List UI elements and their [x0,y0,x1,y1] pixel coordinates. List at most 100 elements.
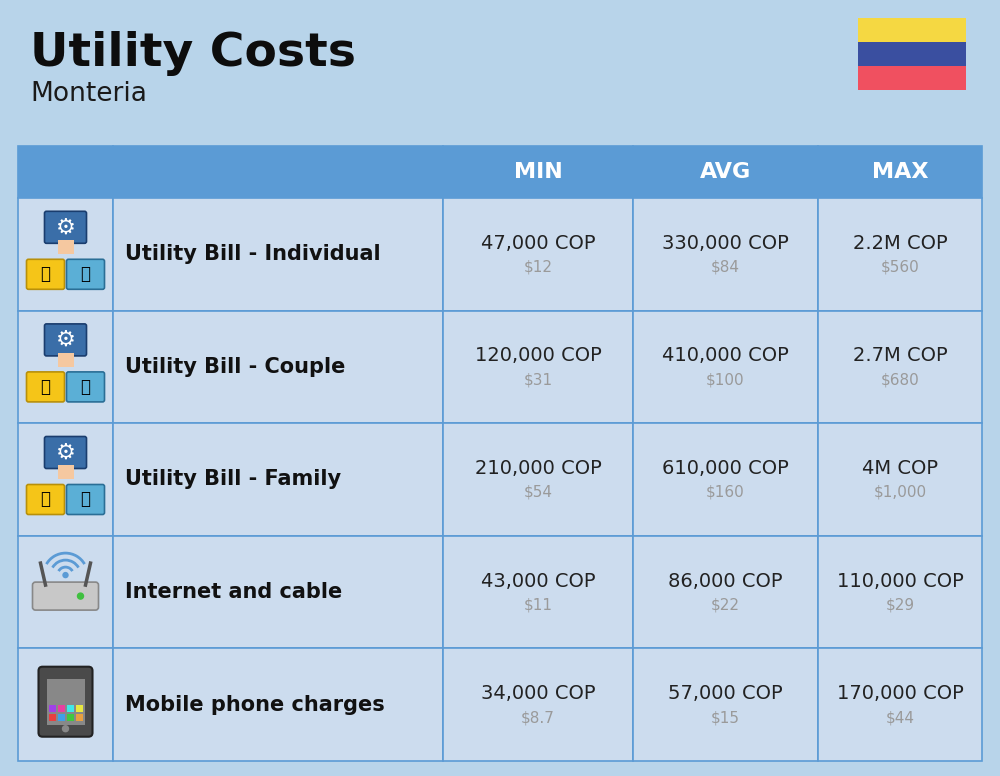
Bar [633,423,818,535]
Bar [858,66,966,90]
Bar [58,705,64,712]
Bar [443,423,633,535]
Bar [18,535,113,649]
Text: $22: $22 [711,598,740,612]
Text: MIN: MIN [514,162,562,182]
Bar [76,705,82,712]
Text: 💧: 💧 [80,265,90,283]
Bar [58,714,64,721]
Circle shape [78,593,84,599]
FancyBboxPatch shape [26,372,64,402]
Text: 4M COP: 4M COP [862,459,938,478]
Text: 🔌: 🔌 [40,490,50,508]
Bar [66,705,74,712]
Text: $54: $54 [524,485,552,500]
Text: Internet and cable: Internet and cable [125,582,342,602]
Text: MAX: MAX [872,162,928,182]
Bar [58,353,74,367]
Text: 610,000 COP: 610,000 COP [662,459,789,478]
FancyBboxPatch shape [32,582,98,610]
Text: $11: $11 [524,598,552,612]
Bar [633,146,818,198]
Text: 💧: 💧 [80,490,90,508]
Text: 86,000 COP: 86,000 COP [668,572,783,591]
Text: 170,000 COP: 170,000 COP [837,684,963,703]
Bar [113,649,443,761]
Text: ⚙: ⚙ [56,330,76,350]
Bar [76,714,82,721]
Text: 330,000 COP: 330,000 COP [662,234,789,253]
FancyBboxPatch shape [66,259,104,289]
Bar [443,198,633,310]
Bar [18,423,113,535]
Text: $8.7: $8.7 [521,710,555,726]
Bar [633,198,818,310]
Text: 57,000 COP: 57,000 COP [668,684,783,703]
Bar [18,198,113,310]
Text: ⚙: ⚙ [56,217,76,237]
FancyBboxPatch shape [26,259,64,289]
Bar [858,18,966,42]
Text: $100: $100 [706,372,745,387]
Bar [818,146,982,198]
Text: $560: $560 [881,260,919,275]
Text: $160: $160 [706,485,745,500]
Text: 210,000 COP: 210,000 COP [475,459,601,478]
Bar [818,310,982,423]
Bar [818,198,982,310]
Text: 110,000 COP: 110,000 COP [837,572,963,591]
Text: Utility Costs: Utility Costs [30,31,356,76]
Text: Utility Bill - Individual: Utility Bill - Individual [125,244,381,265]
Bar [443,535,633,649]
Circle shape [63,573,68,577]
Bar [18,310,113,423]
Text: $15: $15 [711,710,740,726]
Text: $29: $29 [885,598,915,612]
Text: $1,000: $1,000 [873,485,927,500]
Bar [18,649,113,761]
Text: 2.7M COP: 2.7M COP [853,346,947,365]
Bar [46,679,84,725]
Bar [443,649,633,761]
Text: 🔌: 🔌 [40,265,50,283]
Bar [818,423,982,535]
Text: 34,000 COP: 34,000 COP [481,684,595,703]
FancyBboxPatch shape [66,372,104,402]
Text: 2.2M COP: 2.2M COP [853,234,947,253]
Bar [66,714,74,721]
Bar [443,310,633,423]
FancyBboxPatch shape [66,484,104,514]
Bar [113,146,443,198]
Text: AVG: AVG [700,162,751,182]
FancyBboxPatch shape [26,484,64,514]
Bar [818,649,982,761]
Bar [48,705,56,712]
Text: $44: $44 [886,710,914,726]
Bar [113,198,443,310]
FancyBboxPatch shape [38,667,92,736]
Bar [18,146,113,198]
Bar [58,466,74,480]
Text: Utility Bill - Couple: Utility Bill - Couple [125,357,345,377]
Text: 410,000 COP: 410,000 COP [662,346,789,365]
Text: 120,000 COP: 120,000 COP [475,346,601,365]
Text: Mobile phone charges: Mobile phone charges [125,695,385,715]
Text: $680: $680 [881,372,919,387]
Text: Utility Bill - Family: Utility Bill - Family [125,469,341,490]
Bar [113,535,443,649]
Text: 47,000 COP: 47,000 COP [481,234,595,253]
Text: Monteria: Monteria [30,81,147,107]
FancyBboxPatch shape [44,211,87,244]
Text: $31: $31 [523,372,553,387]
Circle shape [62,726,68,732]
Bar [633,310,818,423]
Text: 🔌: 🔌 [40,378,50,396]
FancyBboxPatch shape [44,324,87,356]
Bar [633,535,818,649]
Text: $84: $84 [711,260,740,275]
FancyBboxPatch shape [44,436,87,469]
Bar [858,42,966,66]
Bar [633,649,818,761]
Bar [58,241,74,255]
Bar [48,714,56,721]
